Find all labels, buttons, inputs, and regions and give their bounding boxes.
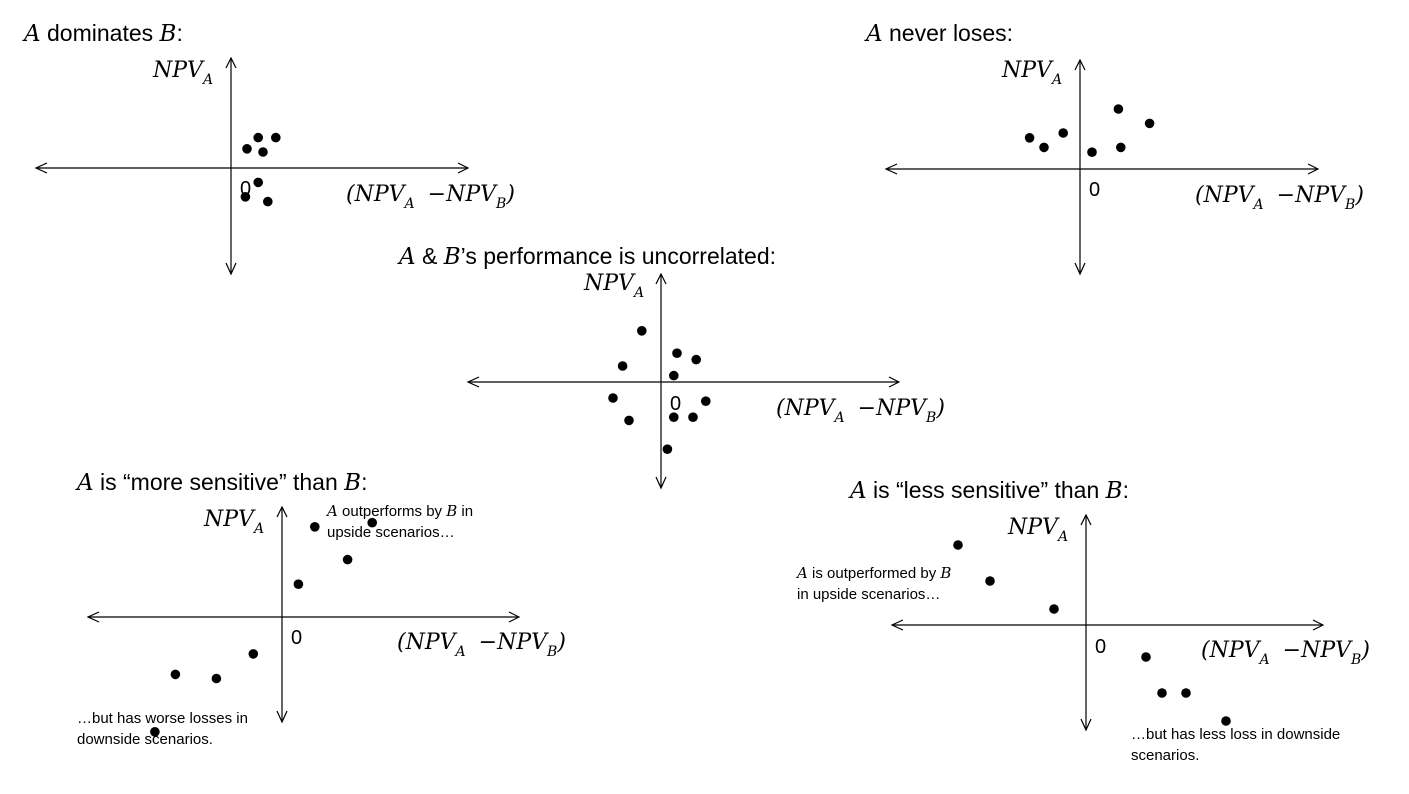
data-point	[150, 727, 160, 737]
annotation-bottom-line1: …but has worse losses in	[77, 710, 248, 727]
data-point	[293, 579, 304, 589]
data-point	[953, 540, 963, 550]
diagram-title: A never loses:	[864, 20, 1013, 47]
data-point	[1113, 104, 1124, 114]
diagram-uncorrelated: A & B’s performance is uncorrelated:NPVA…	[397, 243, 945, 490]
data-point	[669, 370, 679, 381]
data-point	[1087, 147, 1097, 157]
data-point	[662, 444, 673, 455]
y-axis-bottom-arrowhead	[1080, 718, 1092, 732]
y-axis-label: NPVA	[1001, 58, 1062, 88]
data-point	[242, 144, 252, 154]
y-axis-label: NPVA	[583, 271, 644, 301]
data-point	[672, 348, 682, 359]
annotation-top-line1: A is outperformed by B	[795, 564, 951, 582]
y-axis-bottom-arrowhead	[655, 476, 667, 490]
data-point	[1141, 652, 1151, 662]
x-axis-label: (NPVA −NPVB)	[397, 630, 566, 660]
data-point	[669, 412, 679, 423]
annotation-bottom-line2: downside scenarios.	[77, 731, 213, 748]
data-point	[617, 361, 628, 371]
y-axis-label: NPVA	[1007, 515, 1068, 545]
origin-label: 0	[291, 627, 302, 649]
data-point	[1157, 688, 1167, 698]
y-axis-bottom-arrowhead	[1074, 262, 1086, 276]
data-point	[253, 177, 263, 188]
data-point	[263, 196, 273, 207]
data-point	[701, 396, 711, 407]
x-axis-left-arrowhead	[884, 163, 898, 175]
data-point	[271, 132, 281, 143]
y-axis-label: NPVA	[152, 58, 213, 88]
annotation-bottom-line2: scenarios.	[1131, 747, 1199, 764]
x-axis-left-arrowhead	[466, 376, 480, 388]
x-axis-left-arrowhead	[34, 162, 48, 174]
annotation-top-line1: A outperforms by B in	[325, 502, 473, 520]
origin-label: 0	[240, 178, 251, 200]
data-point	[1058, 128, 1068, 138]
origin-label: 0	[670, 393, 681, 415]
data-point	[240, 192, 251, 202]
data-point	[608, 393, 618, 403]
data-point	[624, 415, 634, 426]
diagram-less-sensitive: A is “less sensitive” than B: NPVA 0 (NPVA …	[795, 477, 1370, 764]
data-point	[310, 522, 320, 532]
data-point	[248, 649, 259, 659]
data-point	[170, 669, 181, 680]
data-point	[258, 147, 268, 157]
y-axis-bottom-arrowhead	[225, 262, 237, 276]
data-point	[637, 326, 647, 336]
y-axis-label: NPVA	[203, 507, 264, 537]
data-point	[985, 576, 995, 586]
x-axis-label: (NPVA −NPVB)	[1195, 183, 1364, 213]
data-point	[691, 354, 701, 365]
diagram-title: A & B’s performance is uncorrelated:	[397, 243, 776, 270]
annotation-top-line2: upside scenarios…	[327, 524, 455, 541]
annotation-bottom-line1: …but has less loss in downside	[1131, 726, 1340, 743]
data-point	[367, 517, 378, 528]
x-axis-left-arrowhead	[86, 611, 100, 623]
diagram-title: A dominates B:	[22, 20, 183, 47]
origin-label: 0	[1089, 179, 1100, 201]
diagram-title: A is “less sensitive” than B:	[848, 477, 1129, 504]
diagram-more-sensitive: A is “more sensitive” than B: NPVA 0 (NPVA …	[75, 469, 566, 748]
diagram-dominates: A dominates B: NPVA 0 (NPVA −NPVB)	[22, 20, 515, 276]
data-point	[1039, 142, 1049, 153]
data-point	[342, 554, 353, 565]
y-axis-bottom-arrowhead	[276, 710, 288, 724]
data-point	[1116, 142, 1126, 153]
x-axis-label: (NPVA −NPVB)	[1201, 638, 1370, 668]
data-point	[1221, 716, 1231, 726]
data-point	[1049, 604, 1059, 614]
annotation-top-line2: in upside scenarios…	[797, 586, 940, 603]
origin-label: 0	[1095, 636, 1106, 658]
x-axis-label: (NPVA −NPVB)	[346, 182, 515, 212]
x-axis-left-arrowhead	[890, 619, 904, 631]
data-point	[1181, 688, 1191, 698]
data-point	[688, 412, 698, 423]
data-point	[211, 673, 222, 684]
diagram-never-loses: A never loses: NPVA 0 (NPVA −NPVB)	[864, 20, 1364, 276]
diagram-title: A is “more sensitive” than B:	[75, 469, 367, 496]
data-point	[1144, 118, 1155, 129]
data-point	[1024, 133, 1035, 143]
data-point	[253, 132, 263, 143]
x-axis-label: (NPVA −NPVB)	[776, 396, 945, 426]
